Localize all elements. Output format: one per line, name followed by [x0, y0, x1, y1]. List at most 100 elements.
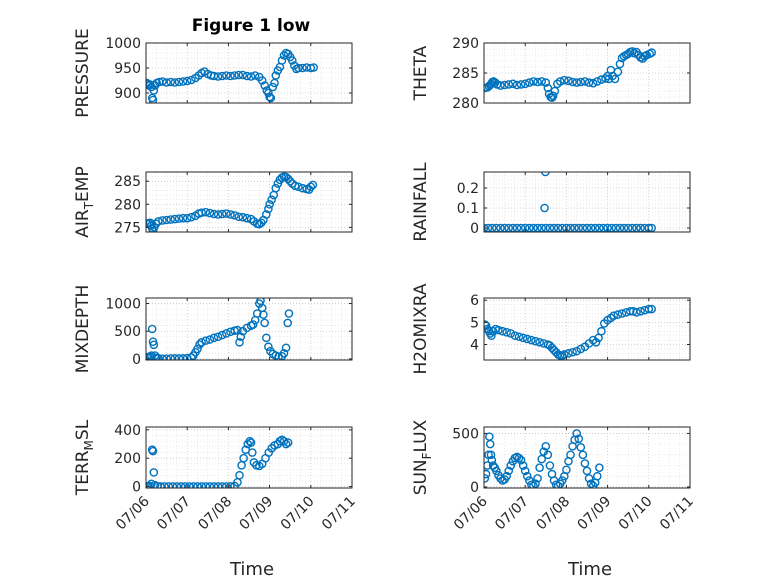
data-point	[591, 337, 601, 347]
data-point	[647, 48, 656, 57]
data-point	[222, 71, 231, 80]
data-point	[625, 306, 635, 316]
y-tick-label: 285	[452, 66, 479, 82]
data-point	[484, 469, 491, 479]
y-tick-label: 5	[470, 315, 479, 331]
subplot-1: 900 950 1000 PRESSURE	[73, 28, 353, 118]
data-point	[197, 208, 206, 217]
data-point	[529, 481, 538, 488]
data-point	[162, 215, 171, 225]
data-point	[484, 223, 489, 232]
data-point	[201, 207, 211, 217]
data-point	[636, 306, 645, 316]
data-point	[555, 77, 565, 86]
data-point	[250, 71, 260, 80]
data-point	[541, 441, 551, 451]
data-point	[217, 482, 227, 488]
data-point	[564, 349, 573, 358]
x-tick-label: 07/11	[319, 494, 359, 534]
data-series	[484, 47, 656, 102]
y-axis-label: RAINFALL	[411, 162, 431, 242]
data-point	[553, 481, 563, 488]
data-point	[516, 80, 526, 89]
y-axis-label: SUNFLUX	[411, 419, 434, 495]
data-point	[205, 335, 215, 344]
data-point	[580, 459, 590, 468]
data-point	[233, 325, 242, 335]
data-point	[271, 183, 281, 193]
data-point	[609, 311, 619, 321]
y-axis-label: THETA	[411, 45, 431, 101]
data-point	[230, 71, 239, 80]
data-point	[213, 72, 223, 81]
data-point	[287, 56, 297, 65]
y-tick-label: 0	[470, 221, 479, 237]
data-point	[197, 337, 206, 347]
data-point	[158, 354, 167, 360]
data-point	[566, 450, 575, 460]
data-point	[487, 455, 497, 465]
y-tick-label: 1000	[105, 36, 141, 52]
data-point	[522, 334, 532, 344]
data-point	[267, 195, 276, 204]
x-axis-label: Time	[229, 559, 274, 580]
subplot-2: 280 285 290 THETA	[411, 36, 691, 112]
data-point	[308, 180, 318, 190]
y-tick-label: 200	[114, 451, 141, 467]
data-point	[572, 346, 582, 356]
data-point	[545, 461, 555, 470]
data-point	[201, 336, 211, 345]
data-point	[584, 474, 594, 483]
data-series	[484, 429, 604, 488]
data-point	[246, 72, 256, 81]
data-point	[535, 463, 544, 472]
data-point	[279, 349, 289, 358]
data-point	[582, 466, 592, 476]
data-point	[187, 353, 196, 360]
data-point	[209, 333, 219, 343]
data-point	[516, 455, 526, 465]
data-point	[537, 454, 546, 464]
data-point	[264, 88, 273, 98]
data-point	[578, 450, 588, 460]
data-point	[294, 63, 303, 73]
data-point	[262, 210, 271, 219]
subplot-7: 0 200 400 TERRMSL 07/06 07/07 07/08 07/09 07/10 0…	[73, 419, 359, 580]
data-point	[550, 86, 560, 96]
data-point	[541, 172, 550, 177]
data-point	[149, 340, 159, 350]
data-point	[593, 471, 602, 481]
data-point	[166, 215, 176, 224]
data-point	[197, 482, 206, 488]
data-point	[264, 342, 273, 352]
data-point	[176, 482, 186, 488]
data-point	[234, 70, 243, 80]
y-axis-label: PRESSURE	[73, 28, 93, 117]
data-point	[644, 304, 654, 314]
data-point	[506, 461, 516, 470]
data-point	[182, 76, 192, 86]
data-series	[146, 172, 318, 232]
data-point	[168, 482, 178, 488]
data-point	[531, 479, 540, 488]
data-point	[268, 82, 278, 92]
data-point	[281, 439, 291, 449]
data-point	[257, 76, 267, 85]
data-point	[576, 77, 586, 87]
data-point	[187, 212, 196, 222]
data-point	[174, 214, 184, 223]
data-point	[235, 337, 244, 347]
x-tick-label: 07/10	[278, 494, 318, 534]
data-point	[265, 200, 274, 209]
data-point	[537, 77, 546, 86]
x-tick-label: 07/06	[113, 493, 153, 533]
x-tick-label: 07/07	[154, 494, 194, 534]
data-point	[162, 78, 171, 87]
data-series	[146, 435, 293, 488]
data-point	[236, 332, 246, 342]
axes-box	[483, 297, 691, 361]
data-point	[238, 70, 248, 80]
data-point	[281, 343, 291, 353]
data-point	[201, 482, 211, 488]
data-point	[502, 471, 511, 481]
